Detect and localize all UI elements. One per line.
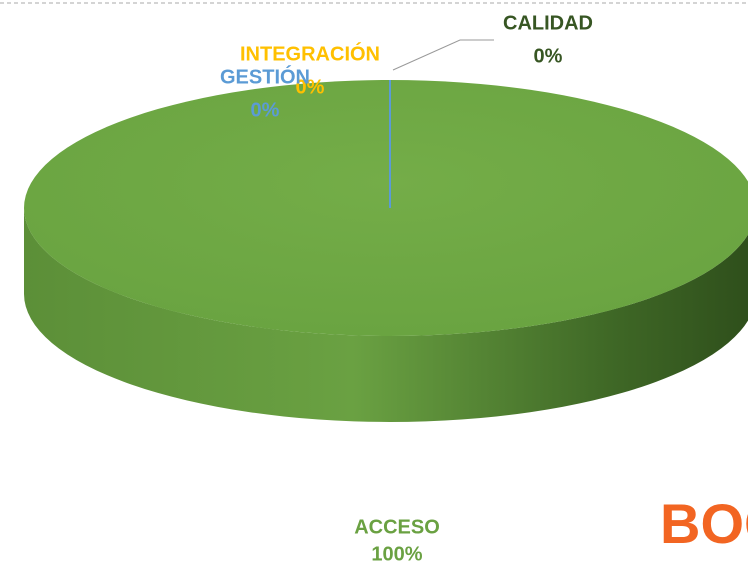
value-label: 0% — [534, 45, 563, 67]
pie-slice — [24, 80, 748, 336]
category-label: ACCESO — [354, 516, 440, 538]
category-label: GESTIÓN — [220, 64, 310, 88]
pie-side — [24, 208, 748, 422]
leader-line — [392, 39, 494, 71]
value-label: 0% — [296, 76, 325, 98]
value-label: 0% — [251, 99, 280, 121]
logo: BOGO — [660, 492, 748, 555]
category-label: CALIDAD — [503, 12, 593, 34]
category-label: INTEGRACIÓN — [240, 41, 380, 65]
value-label: 100% — [371, 543, 422, 565]
